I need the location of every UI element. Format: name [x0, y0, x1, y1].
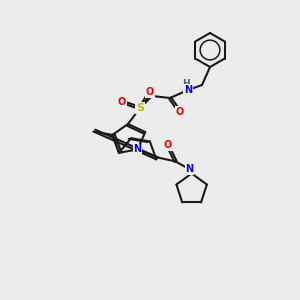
Text: O: O: [164, 140, 172, 151]
Text: N: N: [184, 85, 192, 95]
Text: O: O: [146, 87, 154, 97]
Text: H: H: [182, 79, 190, 88]
Text: O: O: [176, 107, 184, 117]
Text: N: N: [134, 145, 142, 154]
Text: N: N: [186, 164, 194, 175]
Text: S: S: [136, 103, 144, 113]
Text: O: O: [118, 97, 126, 107]
